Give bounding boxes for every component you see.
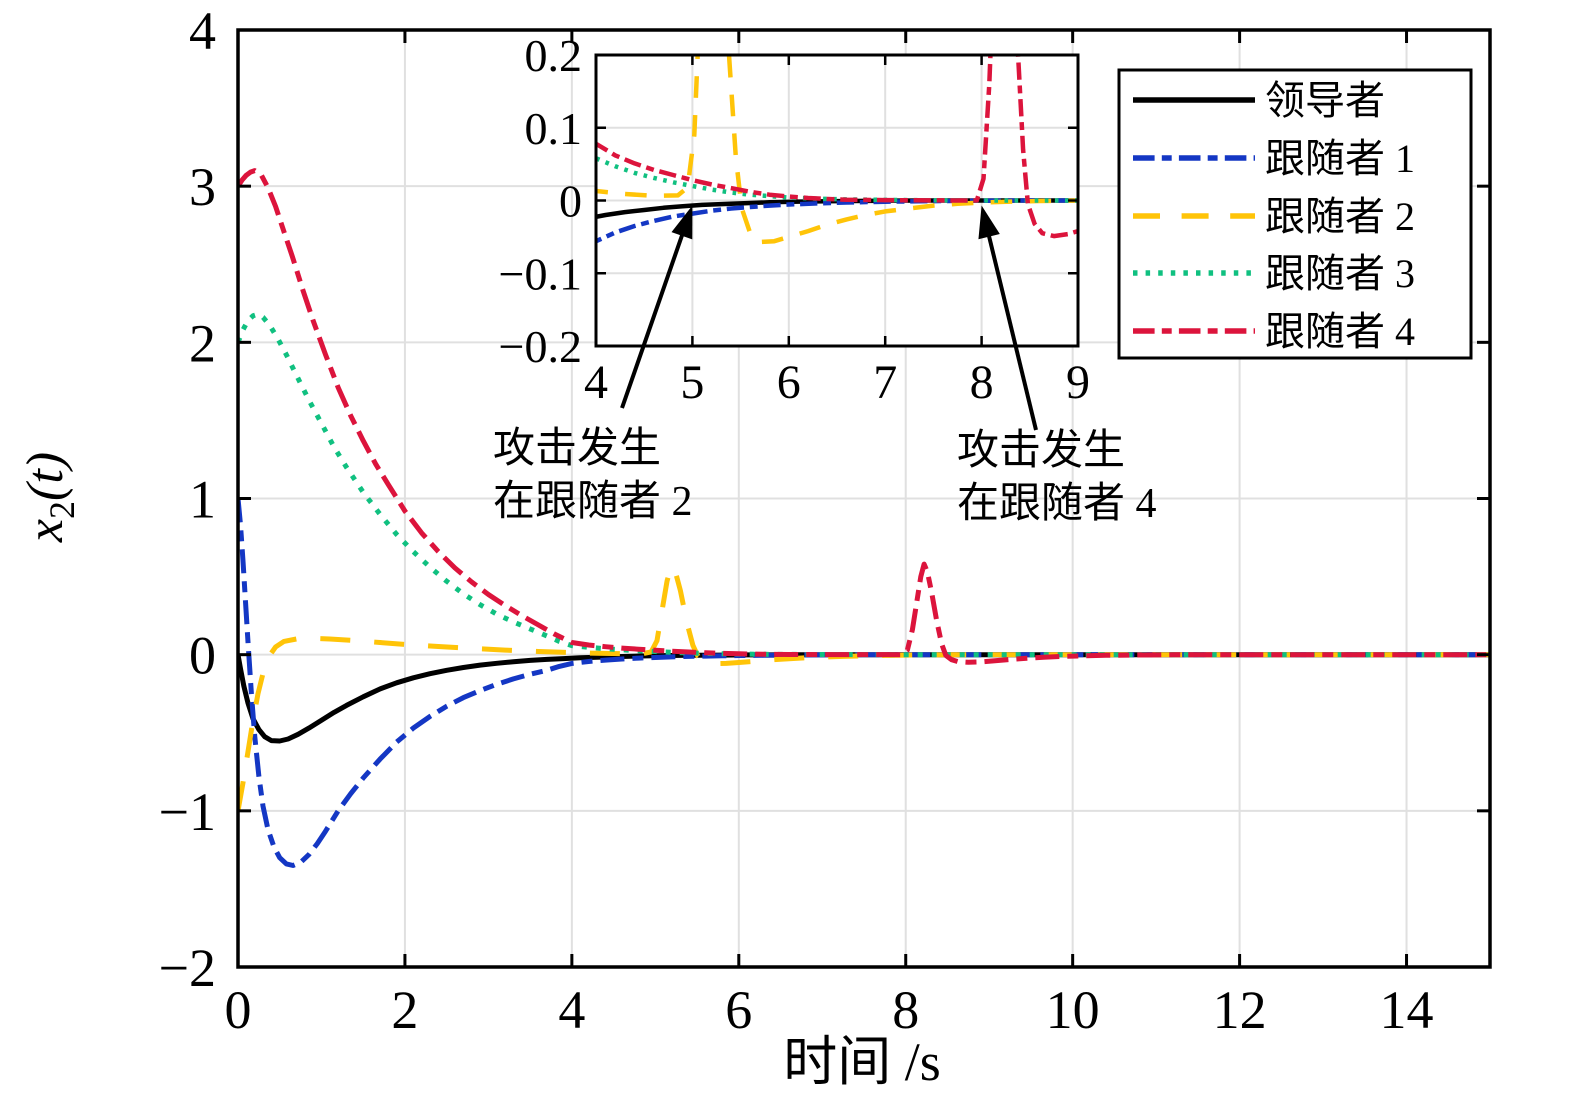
- curve-跟随者 2: [238, 563, 1490, 812]
- curve-领导者: [238, 652, 1490, 744]
- annotation-arrow-line: [620, 221, 689, 409]
- inset-y-tick-label: −0.1: [499, 248, 582, 299]
- annotation-text: 攻击发生在跟随者 4: [957, 428, 1157, 527]
- legend-label: 跟随者 4: [1265, 309, 1415, 354]
- y-tick-label: −2: [159, 938, 216, 998]
- inset-curve-跟随者 2: [596, 55, 1078, 245]
- curve-跟随者 3: [238, 311, 1490, 658]
- inset-x-tick-label: 7: [873, 356, 897, 409]
- inset-y-tick-label: −0.2: [499, 321, 582, 372]
- inset-x-tick-label: 4: [584, 356, 608, 409]
- x-tick-label: 8: [892, 980, 919, 1040]
- inset-x-tick-label: 6: [777, 356, 801, 409]
- x-axis-label: 时间 /s: [783, 1032, 941, 1092]
- x-tick-label: 2: [391, 980, 418, 1040]
- y-tick-label: −1: [159, 782, 216, 842]
- x-tick-label: 4: [558, 980, 585, 1040]
- y-tick-label: 3: [189, 157, 216, 217]
- annotations: 攻击发生在跟随者 2 攻击发生在跟随者 4: [493, 205, 1157, 527]
- legend-box: [1117, 68, 1473, 360]
- inset-y-tick-label: 0.1: [525, 103, 583, 154]
- inset-x-tick-label: 8: [970, 356, 994, 409]
- y-tick-label: 4: [189, 1, 216, 61]
- y-tick-label: 2: [189, 313, 216, 373]
- inset-x-tick-label: 5: [680, 356, 704, 409]
- y-tick-label: 1: [189, 470, 216, 530]
- main-axes: [236, 28, 1492, 969]
- inset-curve-跟随者 4: [596, 55, 1078, 239]
- legend-label: 跟随者 3: [1265, 251, 1415, 296]
- inset-x-tick-label: 9: [1066, 356, 1090, 409]
- annotation-text: 攻击发生在跟随者 2: [493, 426, 693, 525]
- legend-label: 跟随者 2: [1265, 194, 1415, 239]
- inset-y-tick-label: 0: [559, 176, 582, 227]
- curve-跟随者 1: [238, 498, 1490, 868]
- inset-plot: 4 5 6 7 8 9 −0.2 −0.1 0 0.1 0.2: [499, 30, 1090, 409]
- annotation-arrow-line: [983, 222, 1038, 431]
- inset-curve-领导者: [596, 198, 1078, 220]
- inset-series: [596, 55, 1078, 245]
- y-tick-label: 0: [189, 626, 216, 686]
- curve-跟随者 4: [238, 168, 1490, 665]
- x-tick-label: 10: [1046, 980, 1100, 1040]
- legend-label: 跟随者 1: [1265, 136, 1415, 181]
- legend-label: 领导者: [1265, 78, 1385, 123]
- y-axis-label: x2(t): [17, 452, 82, 543]
- x-tick-label: 12: [1213, 980, 1267, 1040]
- x-tick-label: 6: [725, 980, 752, 1040]
- x-tick-label: 0: [225, 980, 252, 1040]
- annotation-arrowhead: [978, 205, 1000, 240]
- main-series: [238, 168, 1490, 868]
- x-tick-label: 14: [1380, 980, 1434, 1040]
- annotation-arrowhead: [671, 205, 693, 240]
- inset-y-tick-label: 0.2: [525, 30, 583, 81]
